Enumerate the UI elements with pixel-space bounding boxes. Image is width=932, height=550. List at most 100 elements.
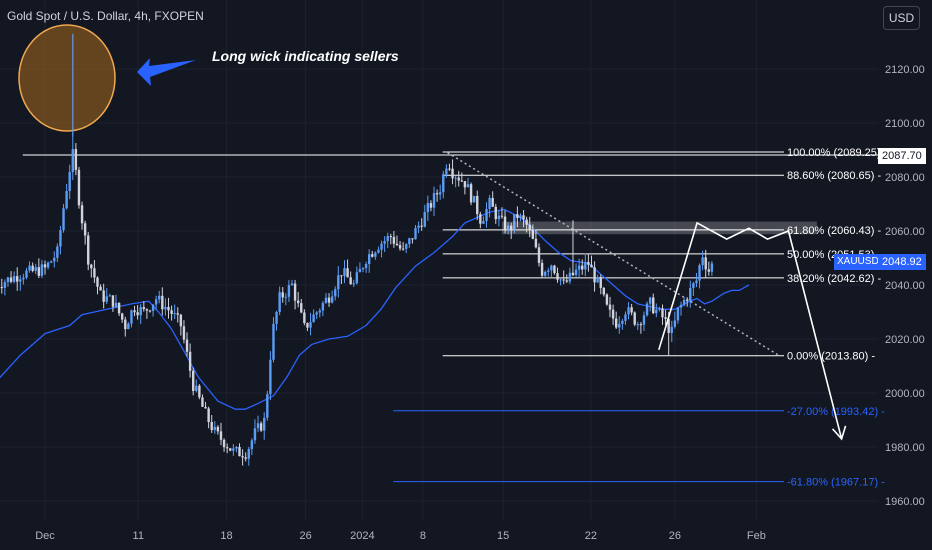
candle-body [584,262,587,270]
candle-body [22,277,25,280]
fibonacci-levels[interactable]: 100.00% (2089.25) - 88.60% (2080.65) - 61.… [22,147,888,489]
fib-level-label: -61.80% (1967.17) - [787,477,885,489]
resistance-zone[interactable] [501,221,817,235]
candle-body [269,359,272,395]
candle-body [426,203,430,213]
candle-body [167,306,170,311]
candle-body [49,261,53,263]
candle-body [256,423,260,429]
candle-body [56,246,59,258]
candle-body [510,225,513,231]
candle-body [213,426,217,431]
candle-body [179,314,183,327]
candle-body [417,225,420,228]
candle-body [540,262,544,276]
candle-body [102,290,105,302]
candle-body [43,264,47,268]
price-axis[interactable]: 1960.00 1980.00 2000.00 2020.00 2040.00 2060.… [885,64,925,508]
candle-body [244,457,247,459]
candle-body [686,299,689,301]
candle-body [528,224,531,231]
candle-body [312,314,315,323]
candle-body [340,275,343,277]
candle-body [46,262,50,268]
candle-body [120,313,124,320]
candle-body [405,244,408,249]
candle-body [327,297,331,303]
candle-body [59,230,62,247]
price-tick-label: 1980.00 [885,442,925,454]
candle-body [371,254,374,257]
candle-body [158,295,161,300]
price-tick-label: 2020.00 [885,334,925,346]
candle-body [599,277,602,288]
candle-body [74,149,78,170]
candle-body [482,221,485,224]
time-tick-label: 15 [497,530,509,542]
candle-body [611,309,615,319]
candle-body [627,307,630,315]
candle-body [173,313,176,315]
projection-path[interactable] [658,221,843,440]
candle-body [108,295,112,297]
candle-body [284,296,288,298]
candle-body [201,397,204,407]
candle-body [229,448,232,451]
candle-body [652,297,655,314]
price-tick-label: 2100.00 [885,118,925,130]
candle-body [633,312,636,325]
candle-body [581,265,584,270]
candle-body [701,257,704,266]
candle-body [398,245,402,249]
candle-body [303,312,306,323]
candle-body [330,296,334,303]
candle-body [689,287,692,301]
candle-body [571,272,575,276]
moving-average-line [0,208,750,410]
candle-body [568,272,572,282]
candle-body [414,227,417,240]
candle-body [537,247,541,263]
candle-body [68,172,71,192]
candle-body [334,289,337,297]
candle-body [272,323,275,360]
candle-body [253,428,257,441]
candle-body [161,295,164,310]
candle-body [300,303,303,313]
candle-body [639,324,643,326]
candle-body [349,277,352,285]
time-tick-label: 11 [133,530,144,542]
candle-body [423,212,426,227]
candle-body [386,236,389,241]
fib-level-label: 38.20% (2042.62) - [787,273,882,285]
candle-body [485,208,488,222]
candle-body [124,319,127,330]
candle-body [71,149,74,173]
wick-highlight-ellipse[interactable] [18,24,116,132]
candle-body [83,223,87,236]
candle-body [664,317,667,319]
fib-level-label: 0.00% (2013.80) - [787,351,875,363]
time-tick-label: 26 [299,530,311,542]
candle-body [401,248,405,250]
candle-body [188,351,192,371]
candle-body [488,197,491,209]
candle-body [602,287,606,295]
candle-body [469,184,473,203]
candle-body [62,208,65,231]
candle-body [445,168,448,175]
candle-body [247,449,250,459]
candle-body [65,191,68,209]
candle-body [225,447,229,449]
drawing-overlay[interactable] [18,24,847,441]
candle-body [525,219,528,225]
time-axis[interactable]: Dec 11 18 26 2024 8 15 22 26 Feb [35,530,766,542]
price-tick-label: 1960.00 [885,496,925,508]
candle-body [642,315,646,325]
currency-button[interactable]: USD [883,6,920,30]
time-tick-label: 22 [585,530,597,542]
fib-level-label: 61.80% (2060.43) - [787,225,882,237]
candle-body [618,323,621,328]
